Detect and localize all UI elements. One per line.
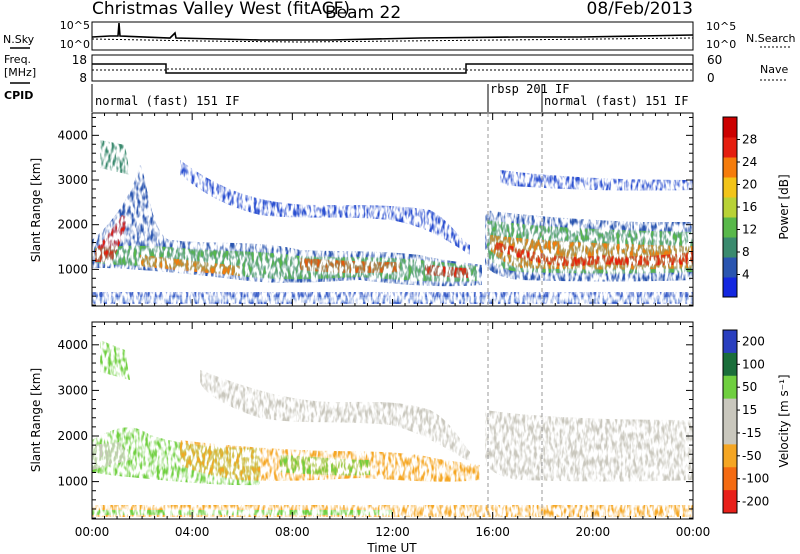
beam-label: Beam 22 <box>325 3 401 23</box>
power-colorbar-tick-label: 4 <box>742 268 750 282</box>
power-colorbar-tick-label: 8 <box>742 245 750 259</box>
freq-tick-bottom: 8 <box>79 71 87 85</box>
noise-panel: N.Sky N.Search 10^5 10^0 10^5 10^0 <box>3 19 796 51</box>
x-tick-label: 00:00 <box>676 525 711 539</box>
plot-title: Christmas Valley West (fitACF) <box>92 0 350 19</box>
velocity-colorbar-swatch <box>723 375 737 400</box>
velocity-colorbar-swatch <box>723 421 737 445</box>
y-tick-label: 1000 <box>57 262 88 276</box>
x-tick-label: 16:00 <box>475 525 510 539</box>
power-ylabel: Slant Range [km] <box>29 158 43 262</box>
velocity-colorbar-swatch <box>723 330 737 354</box>
velocity-data <box>92 340 693 517</box>
y-tick-label: 4000 <box>57 128 88 142</box>
noise-tick-left-bottom: 10^0 <box>60 38 90 51</box>
x-tick-label: 04:00 <box>175 525 210 539</box>
x-tick-label: 20:00 <box>576 525 611 539</box>
power-colorbar-label: Power [dB] <box>777 174 791 239</box>
power-colorbar-tick-label: 12 <box>742 223 757 237</box>
velocity-colorbar-tick-label: -200 <box>742 495 769 509</box>
velocity-colorbar: 200 100 50 15 -15 -50 -100 -200 Velocity [m s⁻¹… <box>722 329 791 514</box>
power-colorbar-swatch <box>723 177 737 198</box>
power-data <box>92 140 693 304</box>
velocity-colorbar-tick-label: 200 <box>742 334 765 348</box>
freq-trace <box>92 63 693 74</box>
power-colorbar-tick-label: 20 <box>742 178 757 192</box>
power-colorbar-tick-label: 28 <box>742 133 757 147</box>
power-colorbar-tick-label: 16 <box>742 200 757 214</box>
cpid-mode-2: rbsp 201 IF <box>490 82 569 96</box>
y-tick-label: 1000 <box>57 475 88 489</box>
nave-trace <box>92 68 693 71</box>
power-yticks: 1000 2000 3000 4000 <box>57 116 693 306</box>
date-label: 08/Feb/2013 <box>587 0 693 19</box>
power-colorbar-swatch <box>723 277 737 298</box>
nsky-label: N.Sky <box>3 33 35 46</box>
velocity-colorbar-swatch <box>723 467 737 491</box>
y-tick-label: 2000 <box>57 218 88 232</box>
nave-tick-bottom: 0 <box>707 71 715 85</box>
y-tick-label: 3000 <box>57 383 88 397</box>
cpid-row: CPID normal (fast) 151 IF rbsp 201 IF no… <box>4 82 689 112</box>
velocity-colorbar-swatch <box>723 398 737 422</box>
velocity-colorbar-tick-label: -100 <box>742 472 769 486</box>
power-colorbar: 4 8 12 16 20 24 28 Power [dB] <box>722 116 791 298</box>
power-colorbar-swatch <box>723 117 737 138</box>
noise-tick-right-top: 10^5 <box>706 20 736 33</box>
sky-noise-trace <box>91 22 694 41</box>
cpid-label: CPID <box>4 89 33 102</box>
cpid-mode-3: normal (fast) 151 IF <box>544 94 689 108</box>
velocity-colorbar-swatch <box>723 352 737 377</box>
freq-panel: Freq. [MHz] 18 8 60 0 Nave <box>4 53 788 85</box>
y-tick-label: 4000 <box>57 338 88 352</box>
x-tick-label: 00:00 <box>75 525 110 539</box>
cpid-mode-1: normal (fast) 151 IF <box>95 94 240 108</box>
search-noise-trace <box>91 37 694 43</box>
velocity-colorbar-label: Velocity [m s⁻¹] <box>777 374 791 467</box>
nave-label: Nave <box>760 63 788 76</box>
power-colorbar-swatch <box>723 257 737 278</box>
velocity-colorbar-tick-label: 15 <box>742 403 757 417</box>
velocity-colorbar-tick-label: 100 <box>742 357 765 371</box>
velocity-yticks: 1000 2000 3000 4000 <box>57 326 693 519</box>
power-xticks <box>91 113 694 306</box>
noise-tick-right-bottom: 10^0 <box>706 38 736 51</box>
power-panel: Slant Range [km] 1000 2000 3000 4000 <box>29 112 694 307</box>
y-tick-label: 2000 <box>57 429 88 443</box>
power-colorbar-swatch <box>723 197 737 218</box>
power-colorbar-swatch <box>723 137 737 158</box>
noise-tick-left-top: 10^5 <box>60 19 90 32</box>
x-tick-label: 12:00 <box>375 525 410 539</box>
power-colorbar-tick-label: 24 <box>742 155 757 169</box>
freq-label-line2: [MHz] <box>4 66 36 79</box>
velocity-ylabel: Slant Range [km] <box>29 368 43 472</box>
power-colorbar-swatch <box>723 217 737 238</box>
velocity-colorbar-tick-label: -50 <box>742 449 762 463</box>
x-axis-label: Time UT <box>366 541 417 554</box>
power-colorbar-swatch <box>723 237 737 258</box>
power-colorbar-swatch <box>723 157 737 178</box>
velocity-xticks: 00:00 04:00 08:00 12:00 16:00 20:00 00:00 <box>75 322 711 539</box>
x-tick-label: 08:00 <box>275 525 310 539</box>
y-tick-label: 3000 <box>57 173 88 187</box>
nsearch-label: N.Search <box>746 32 796 45</box>
freq-tick-top: 18 <box>72 53 87 67</box>
nave-tick-top: 60 <box>707 53 722 67</box>
velocity-colorbar-swatch <box>723 444 737 468</box>
velocity-colorbar-tick-label: -15 <box>742 426 762 440</box>
velocity-colorbar-tick-label: 50 <box>742 380 757 394</box>
velocity-colorbar-swatch <box>723 490 737 514</box>
freq-label-line1: Freq. <box>4 53 31 66</box>
